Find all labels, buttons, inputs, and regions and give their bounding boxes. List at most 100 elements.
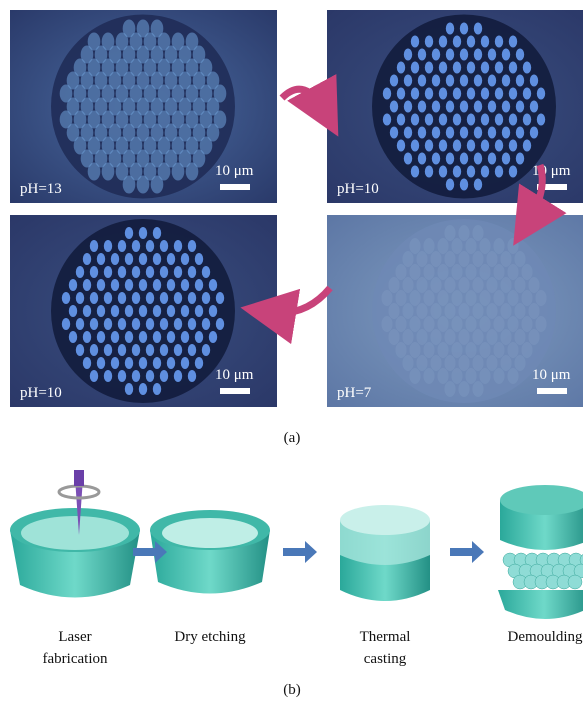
dot bbox=[431, 100, 441, 113]
dot bbox=[87, 58, 101, 77]
dot bbox=[445, 22, 455, 35]
dot bbox=[87, 162, 101, 181]
dot bbox=[437, 342, 449, 358]
dot bbox=[94, 149, 108, 168]
dot bbox=[515, 100, 525, 113]
dot bbox=[131, 370, 141, 382]
ph-label: pH=10 bbox=[20, 385, 62, 401]
dot bbox=[458, 251, 470, 267]
dot bbox=[381, 316, 393, 332]
dot bbox=[150, 45, 164, 64]
dot bbox=[159, 240, 169, 252]
dot bbox=[199, 84, 213, 103]
dot bbox=[206, 71, 220, 90]
dot bbox=[424, 61, 434, 74]
dot bbox=[66, 71, 80, 90]
dot bbox=[194, 357, 204, 369]
dot bbox=[187, 318, 197, 330]
dot bbox=[89, 318, 99, 330]
dot bbox=[487, 48, 497, 61]
dot bbox=[514, 277, 526, 293]
dot bbox=[150, 97, 164, 116]
dot bbox=[494, 61, 504, 74]
dot bbox=[473, 48, 483, 61]
dot bbox=[501, 126, 511, 139]
dot bbox=[528, 277, 540, 293]
dot bbox=[521, 290, 533, 306]
dot bbox=[206, 123, 220, 142]
dot bbox=[201, 318, 211, 330]
dot bbox=[466, 139, 476, 152]
dot bbox=[430, 277, 442, 293]
step-label: casting bbox=[364, 651, 407, 667]
scale-bar bbox=[220, 388, 250, 394]
dot bbox=[115, 110, 129, 129]
dot bbox=[129, 84, 143, 103]
dot bbox=[494, 35, 504, 48]
dot bbox=[528, 329, 540, 345]
dot bbox=[536, 113, 546, 126]
dot bbox=[129, 58, 143, 77]
dot bbox=[514, 329, 526, 345]
dot bbox=[444, 329, 456, 345]
dot bbox=[157, 162, 171, 181]
dot bbox=[80, 45, 94, 64]
dot bbox=[150, 19, 164, 38]
dot bbox=[409, 342, 421, 358]
dot bbox=[388, 277, 400, 293]
dot bbox=[68, 331, 78, 343]
dot bbox=[508, 61, 518, 74]
dot bbox=[117, 266, 127, 278]
dot bbox=[472, 251, 484, 267]
dot bbox=[409, 368, 421, 384]
dot bbox=[494, 113, 504, 126]
step-labels: Laser fabrication Dry etching Thermal castin… bbox=[43, 629, 583, 667]
dot bbox=[145, 266, 155, 278]
dot bbox=[208, 305, 218, 317]
dot bbox=[500, 355, 512, 371]
dot bbox=[472, 303, 484, 319]
dot bbox=[89, 370, 99, 382]
dot bbox=[157, 136, 171, 155]
step-label: Thermal bbox=[360, 629, 411, 645]
dot bbox=[213, 110, 227, 129]
dot bbox=[500, 303, 512, 319]
dot bbox=[410, 139, 420, 152]
dot bbox=[501, 74, 511, 87]
dot bbox=[171, 136, 185, 155]
dot bbox=[465, 290, 477, 306]
dot bbox=[501, 100, 511, 113]
dot bbox=[515, 48, 525, 61]
dot bbox=[136, 71, 150, 90]
dot bbox=[124, 279, 134, 291]
dot bbox=[452, 61, 462, 74]
dot bbox=[437, 238, 449, 254]
dot bbox=[458, 303, 470, 319]
dot bbox=[480, 61, 490, 74]
dot bbox=[108, 149, 122, 168]
scale-label: 10 μm bbox=[215, 367, 254, 383]
dot bbox=[180, 253, 190, 265]
dot bbox=[423, 290, 435, 306]
dot bbox=[438, 87, 448, 100]
dot bbox=[480, 165, 490, 178]
dot bbox=[159, 266, 169, 278]
dot bbox=[164, 71, 178, 90]
dot bbox=[396, 87, 406, 100]
dot bbox=[521, 264, 533, 280]
dot bbox=[508, 165, 518, 178]
dot bbox=[159, 344, 169, 356]
dot bbox=[192, 97, 206, 116]
dot bbox=[110, 253, 120, 265]
dot bbox=[136, 45, 150, 64]
dot bbox=[402, 303, 414, 319]
dot bbox=[101, 84, 115, 103]
dot bbox=[166, 331, 176, 343]
dot bbox=[395, 342, 407, 358]
dot bbox=[164, 97, 178, 116]
dot bbox=[500, 277, 512, 293]
dot bbox=[438, 35, 448, 48]
dot bbox=[480, 139, 490, 152]
dot bbox=[410, 87, 420, 100]
dot bbox=[479, 238, 491, 254]
